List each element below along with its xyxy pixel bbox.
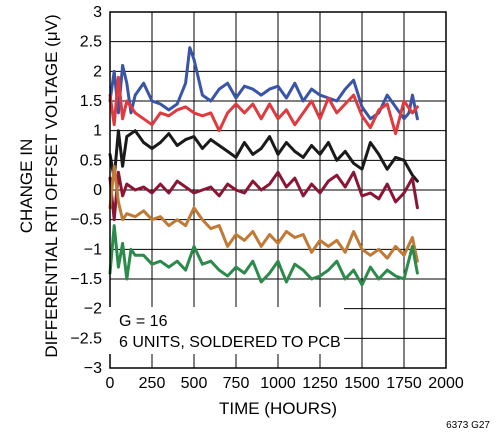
figure-id: 6373 G27 <box>446 420 490 431</box>
y-tick-label: −2.5 <box>70 330 102 347</box>
series-line-3 <box>108 129 419 183</box>
y-tick-label: 3 <box>93 4 102 21</box>
series-line-6 <box>108 224 419 287</box>
series-layer <box>108 46 419 287</box>
x-tick-labels: 0 250 500 750 1000 1250 1500 1750 2000 <box>106 375 464 392</box>
annotation-background <box>107 307 344 354</box>
y-tick-label: 1.5 <box>80 93 102 110</box>
x-axis-title: TIME (HOURS) <box>219 399 337 418</box>
y-axis-title-line1: CHANGE IN <box>17 139 36 233</box>
y-tick-label: −0.5 <box>70 212 102 229</box>
x-tick-label: 500 <box>181 375 208 392</box>
x-tick-label: 1750 <box>386 375 422 392</box>
annotation-units: 6 UNITS, SOLDERED TO PCB <box>119 334 341 351</box>
y-tick-label: 0.5 <box>80 152 102 169</box>
series-line-1 <box>108 46 419 121</box>
y-tick-label: −3 <box>84 360 102 377</box>
x-tick-label: 1000 <box>260 375 296 392</box>
y-axis-title-line2: DIFFERENTIAL RTI OFFSET VOLTAGE (μV) <box>42 14 61 357</box>
x-tick-label: 2000 <box>428 375 464 392</box>
y-tick-label: −2 <box>84 301 102 318</box>
x-tick-label: 1500 <box>344 375 380 392</box>
x-tick-label: 0 <box>106 375 115 392</box>
series-line-2 <box>108 75 419 136</box>
x-tick-label: 750 <box>223 375 250 392</box>
series-line-5 <box>108 164 419 263</box>
y-tick-label: 1 <box>93 123 102 140</box>
y-tick-labels: 3 2.5 2 1.5 1 0.5 0 −0.5 −1 −1.5 −2 −2.5 −3 <box>70 4 102 377</box>
x-tick-label: 250 <box>139 375 166 392</box>
series-line-4 <box>108 170 419 222</box>
y-tick-label: −1.5 <box>70 271 102 288</box>
y-tick-label: −1 <box>84 241 102 258</box>
annotation-gain: G = 16 <box>119 313 168 330</box>
plot-frame <box>109 11 447 369</box>
y-tick-label: 2.5 <box>80 34 102 51</box>
y-tick-label: 2 <box>93 63 102 80</box>
x-tick-label: 1250 <box>302 375 338 392</box>
y-tick-label: 0 <box>93 182 102 199</box>
